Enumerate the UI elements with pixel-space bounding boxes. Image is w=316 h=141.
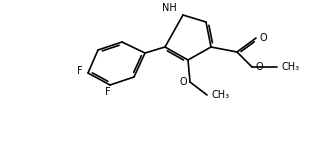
- Text: O: O: [179, 77, 187, 87]
- Text: O: O: [255, 62, 263, 72]
- Text: O: O: [259, 33, 267, 43]
- Text: CH₃: CH₃: [281, 62, 299, 72]
- Text: CH₃: CH₃: [211, 90, 229, 100]
- Text: F: F: [77, 66, 83, 76]
- Text: F: F: [105, 87, 111, 97]
- Text: NH: NH: [162, 3, 177, 13]
